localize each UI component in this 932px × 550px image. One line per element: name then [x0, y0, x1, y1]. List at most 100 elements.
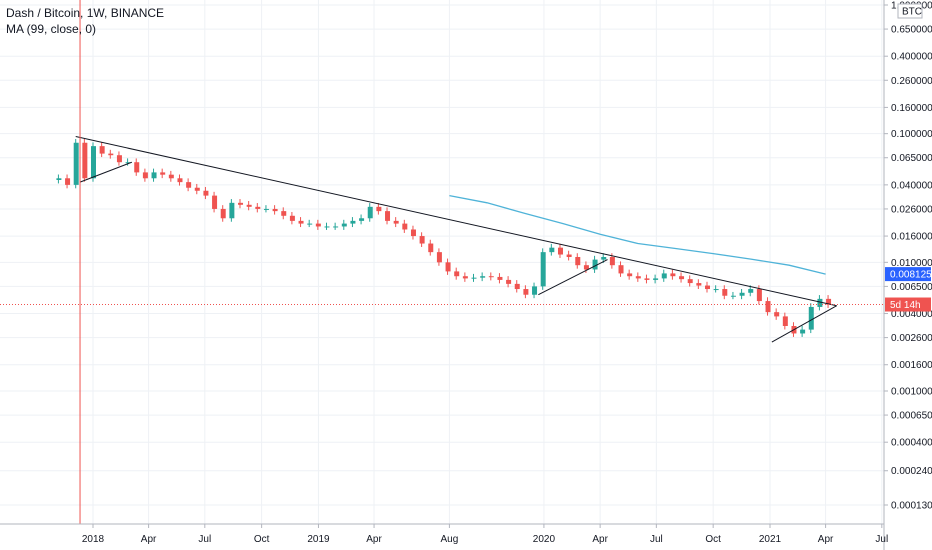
candle-body [679, 276, 685, 280]
time-tick-label: 2019 [307, 534, 330, 545]
currency-badge-box [897, 3, 923, 19]
candle-body [635, 276, 641, 279]
candle-body [56, 178, 62, 180]
candle-body [696, 283, 702, 286]
candle-body [687, 279, 693, 284]
candle-body [263, 208, 269, 210]
candle-body [272, 208, 278, 212]
candle-body [497, 276, 503, 280]
legend-symbol-line: Dash / Bitcoin, 1W, BINANCE [6, 6, 165, 20]
candle-body [160, 172, 166, 175]
time-tick-label: Jul [198, 534, 211, 545]
candle-body [281, 211, 287, 216]
candle-body [661, 273, 667, 279]
candle-body [419, 236, 425, 244]
countdown-badge-label: 5d 14h [890, 300, 921, 311]
candle-body [324, 226, 330, 228]
trendline [79, 161, 133, 183]
last-price-badge-box [885, 267, 931, 282]
candle-body [514, 283, 520, 290]
time-tick-label: 2020 [533, 534, 556, 545]
candle-body [670, 273, 676, 277]
candle-body [203, 190, 209, 196]
candle-body [385, 211, 391, 221]
price-tick-label: 0.026000 [891, 204, 932, 215]
candle-body [756, 289, 762, 302]
candle-body [350, 220, 356, 224]
candle-body [151, 172, 157, 179]
candle-body [774, 312, 780, 317]
candlesticks [56, 138, 832, 337]
time-tick-label: Oct [705, 534, 721, 545]
candle-body [108, 153, 114, 156]
trendline [75, 136, 837, 307]
candle-body [730, 295, 736, 297]
candle-body [454, 271, 460, 277]
moving-average-layer [449, 194, 826, 275]
candle-body [194, 187, 200, 191]
candle-body [341, 223, 347, 227]
price-tick-label: 0.040000 [891, 180, 932, 191]
currency-badge: BTC [897, 3, 923, 19]
candle-body [82, 142, 88, 179]
price-axis[interactable]: 1.0000000.6500000.4000000.2600000.160000… [884, 1, 932, 512]
candle-body [142, 172, 148, 179]
candle-body [177, 178, 183, 183]
price-tick-label: 0.001600 [891, 360, 932, 371]
price-tick-label: 0.010000 [891, 258, 932, 269]
candle-body [817, 298, 823, 307]
candle-body [549, 247, 555, 253]
time-tick-label: Jul [650, 534, 663, 545]
candle-body [315, 223, 321, 227]
price-tick-label: 0.000650 [891, 411, 932, 422]
candle-body [601, 257, 607, 260]
candle-body [653, 278, 659, 280]
candle-body [298, 220, 304, 224]
candle-body [376, 206, 382, 212]
price-tick-label: 0.650000 [891, 25, 932, 36]
candle-body [782, 316, 788, 327]
time-axis[interactable]: 2018 Apr Jul Oct 2019 Apr Aug 2020 Apr Jul Oct 2021… [0, 523, 888, 545]
candle-body [359, 218, 365, 221]
candle-body [575, 257, 581, 266]
candle-body [540, 252, 546, 287]
price-tick-label: 0.004000 [891, 309, 932, 320]
candle-body [393, 220, 399, 224]
candle-body [826, 298, 832, 305]
candle-body [125, 162, 131, 164]
ma-99-line [449, 194, 826, 275]
candle-body [480, 276, 486, 278]
trendline [771, 305, 837, 343]
time-tick-label: 2018 [82, 534, 105, 545]
candle-body [713, 289, 719, 291]
candle-body [246, 204, 252, 207]
countdown-badge-box [885, 297, 931, 312]
legend-ma-line: MA (99, close, 0) [6, 22, 97, 36]
price-tick-label: 0.065000 [891, 153, 932, 164]
candle-body [220, 208, 226, 219]
candle-body [765, 301, 771, 313]
candle-body [73, 142, 79, 185]
candle-body [748, 289, 754, 293]
trendline [538, 259, 608, 296]
candle-body [186, 182, 192, 188]
candle-body [65, 178, 71, 185]
candle-body [592, 259, 598, 270]
chart-grid [0, 0, 884, 524]
candle-body [212, 195, 218, 209]
candle-body [289, 215, 295, 221]
price-tick-label: 0.260000 [891, 76, 932, 87]
candle-body [367, 206, 373, 219]
candle-body [704, 285, 710, 290]
time-tick-label: Apr [366, 534, 382, 545]
trendlines [75, 136, 837, 343]
time-tick-label: Jul [875, 534, 888, 545]
candle-body [557, 247, 563, 255]
candle-body [238, 202, 244, 205]
price-tick-label: 0.100000 [891, 129, 932, 140]
candle-body [488, 276, 494, 278]
candle-body [116, 155, 122, 163]
price-tick-label: 0.400000 [891, 52, 932, 63]
price-tick-label: 0.160000 [891, 103, 932, 114]
